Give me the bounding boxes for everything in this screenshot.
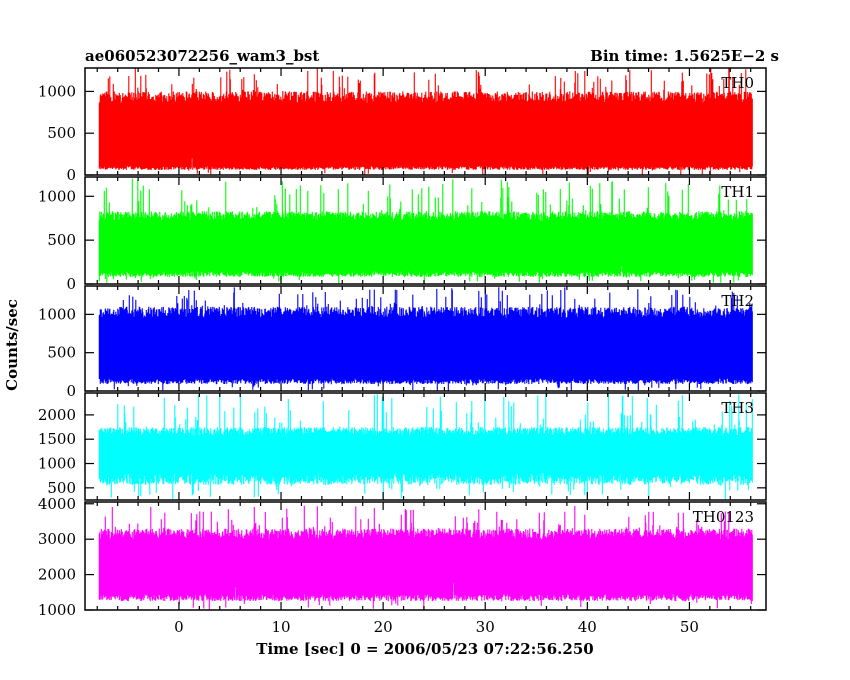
series-th2-line: [98, 287, 753, 391]
y-tick-label: 0: [66, 275, 76, 293]
panel-th1: 0 500 1000 TH1: [38, 176, 767, 293]
series-label-th0123: TH0123: [693, 508, 754, 526]
series-th1-line: [98, 178, 753, 284]
panel-frame: [84, 392, 767, 501]
y-tick-label: 500: [47, 124, 76, 142]
y-tick-label: 0: [66, 382, 76, 400]
y-tick-label: 0: [66, 166, 76, 184]
panel-frame: [84, 67, 767, 176]
y-tick-label: 1000: [38, 601, 76, 619]
panel-th3: 500 1000 1500 2000 TH3: [38, 392, 767, 501]
panel-th2: 0 500 1000 TH2: [38, 285, 767, 400]
y-tick-label: 1000: [38, 455, 76, 473]
y-tick-label: 3000: [38, 530, 76, 548]
y-tick-label: 1500: [38, 430, 76, 448]
series-label-th1: TH1: [721, 183, 754, 201]
x-tick-label: 40: [578, 618, 597, 636]
y-tick-label: 500: [47, 231, 76, 249]
y-tick-label: 4000: [38, 495, 76, 513]
x-tick-label: 0: [174, 618, 184, 636]
panel-th0: 0 500 1000 TH0: [38, 67, 767, 184]
series-th3-line: [98, 393, 753, 500]
y-tick-label: 500: [47, 344, 76, 362]
x-tick-label: 50: [680, 618, 699, 636]
y-tick-label: 2000: [38, 566, 76, 584]
x-axis-label: Time [sec] 0 = 2006/05/23 07:22:56.250: [256, 640, 593, 658]
x-tick-label: 30: [476, 618, 495, 636]
series-label-th2: TH2: [721, 292, 754, 310]
y-tick-label: 500: [47, 479, 76, 497]
panel-frame: [84, 176, 767, 285]
panel-frame: [84, 285, 767, 392]
y-tick-label: 1000: [38, 82, 76, 100]
panel-frame: [84, 501, 767, 611]
series-th0-line: [98, 68, 753, 175]
x-tick-label: 20: [374, 618, 393, 636]
series-label-th3: TH3: [721, 399, 754, 417]
chart-title-right: Bin time: 1.5625E−2 s: [590, 47, 779, 65]
y-tick-label: 2000: [38, 406, 76, 424]
series-th0123-line: [98, 505, 753, 610]
chart-title-left: ae060523072256_wam3_bst: [85, 47, 319, 65]
series-label-th0: TH0: [721, 74, 754, 92]
x-tick-label: 10: [271, 618, 290, 636]
y-axis-label: Counts/sec: [3, 299, 21, 391]
panel-th0123: 1000 2000 3000 4000 TH0123: [38, 495, 767, 619]
y-tick-label: 1000: [38, 187, 76, 205]
y-tick-label: 1000: [38, 305, 76, 323]
